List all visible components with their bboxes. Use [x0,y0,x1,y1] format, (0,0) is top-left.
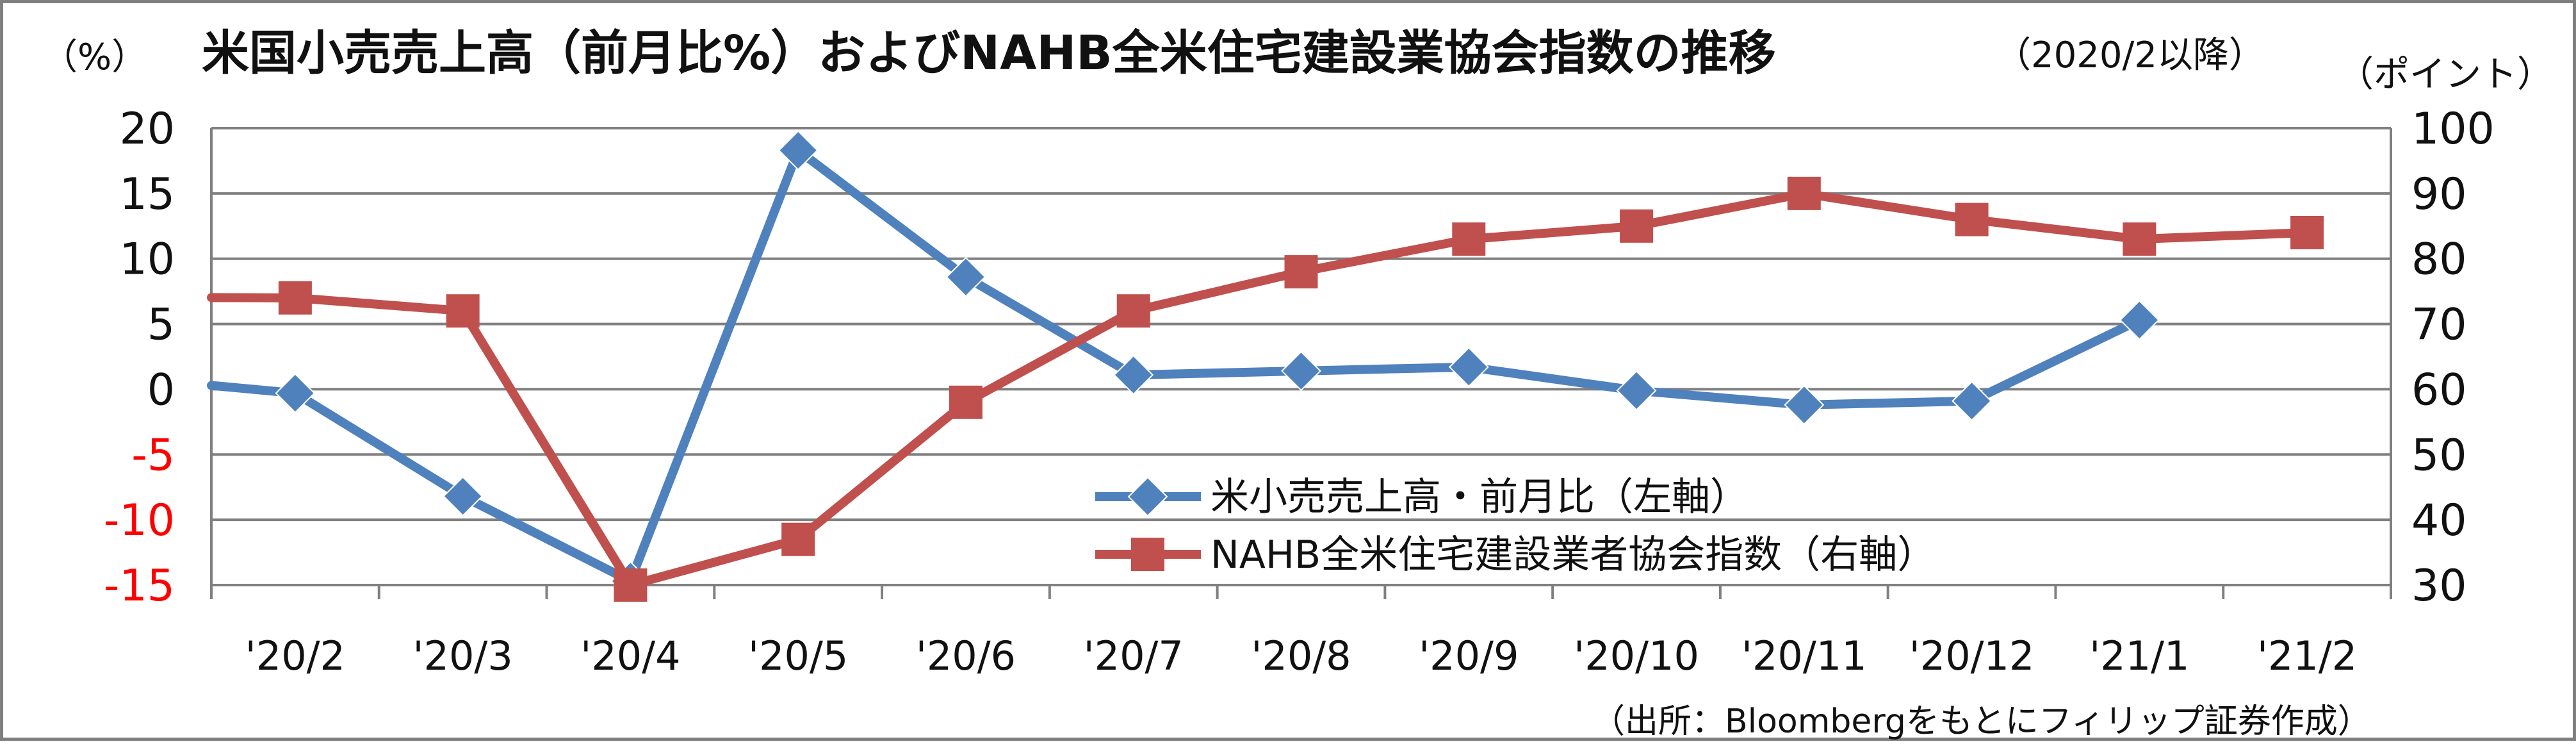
x-tick-label: '21/1 [2089,632,2189,679]
axis-layer: 20151050-5-10-1510090807060504030'20/2'2… [104,104,2495,679]
chart-svg: 米国小売売上高（前月比%）およびNAHB全米住宅建設業協会指数の推移 （2020… [42,26,2553,741]
series-1-point [1952,381,1992,422]
legend-marker-2 [1131,538,1164,571]
series-1-point [945,256,986,297]
series-1-point [1281,351,1321,392]
x-tick-label: '20/9 [1419,632,1519,679]
y-left-tick-label: -10 [104,495,175,546]
legend: 米小売売上高・前月比（左軸） NAHB全米住宅建設業者協会指数（右軸） [1095,475,1936,577]
left-axis-unit: （%） [42,37,147,78]
series-1-point [2119,300,2160,340]
series-1-point [1784,384,1825,426]
series-2-point [1955,203,1989,236]
chart-title: 米国小売売上高（前月比%）およびNAHB全米住宅建設業協会指数の推移 [202,26,1776,81]
chart-subtitle: （2020/2以降） [1995,35,2265,76]
x-tick-label: '20/7 [1084,632,1184,679]
series-2-point [1452,222,1486,256]
legend-label-2: NAHB全米住宅建設業者協会指数（右軸） [1211,533,1936,577]
x-tick-label: '20/6 [916,632,1016,679]
series-2-point [614,568,648,602]
series-line-2 [207,188,2312,590]
x-tick-label: '20/8 [1251,632,1351,679]
legend-label-1: 米小売売上高・前月比（左軸） [1211,475,1749,520]
y-left-tick-label: -5 [131,430,175,481]
y-right-tick-label: 40 [2411,495,2467,546]
series-2-point [1620,209,1654,243]
y-left-tick-label: 0 [147,365,175,415]
series-2-point [278,281,312,315]
x-tick-label: '21/2 [2257,632,2357,679]
y-left-tick-label: -15 [104,561,175,611]
x-tick-label: '20/12 [1909,632,2035,679]
y-right-tick-label: 100 [2411,104,2495,154]
series-1-point [443,476,484,517]
y-right-tick-label: 30 [2411,561,2467,611]
series-2-point [446,294,480,328]
series-1-point [275,373,316,413]
series-2-point [1284,255,1318,289]
y-left-tick-label: 10 [119,235,175,285]
x-tick-label: '20/4 [580,632,680,679]
series-1-point [1113,354,1154,395]
y-right-tick-label: 80 [2411,235,2467,285]
series-2-point [1787,176,1821,210]
series-2-point [949,385,982,419]
series-layer [207,130,2324,602]
source-note: （出所：Bloombergをもとにフィリップ証券作成） [1592,702,2371,741]
x-tick-label: '20/5 [748,632,848,679]
y-right-tick-label: 50 [2411,430,2467,481]
series-1-point [778,130,819,171]
legend-marker-1 [1127,476,1168,517]
y-right-tick-label: 60 [2411,365,2467,415]
y-left-tick-label: 5 [147,300,175,351]
x-tick-label: '20/10 [1574,632,1699,679]
y-left-tick-label: 20 [119,104,175,154]
series-2-point [2290,215,2324,249]
y-right-tick-label: 70 [2411,300,2467,351]
right-axis-unit: （ポイント） [2338,54,2553,95]
series-1-point [1448,347,1489,388]
x-tick-label: '20/3 [413,632,513,679]
series-2-point [1116,294,1150,328]
y-left-tick-label: 15 [119,169,175,220]
x-tick-label: '20/2 [245,632,345,679]
y-right-tick-label: 90 [2411,169,2467,220]
series-1-point [1616,370,1657,411]
series-2-point [2123,222,2156,256]
x-tick-label: '20/11 [1741,632,1867,679]
series-2-point [781,522,815,556]
